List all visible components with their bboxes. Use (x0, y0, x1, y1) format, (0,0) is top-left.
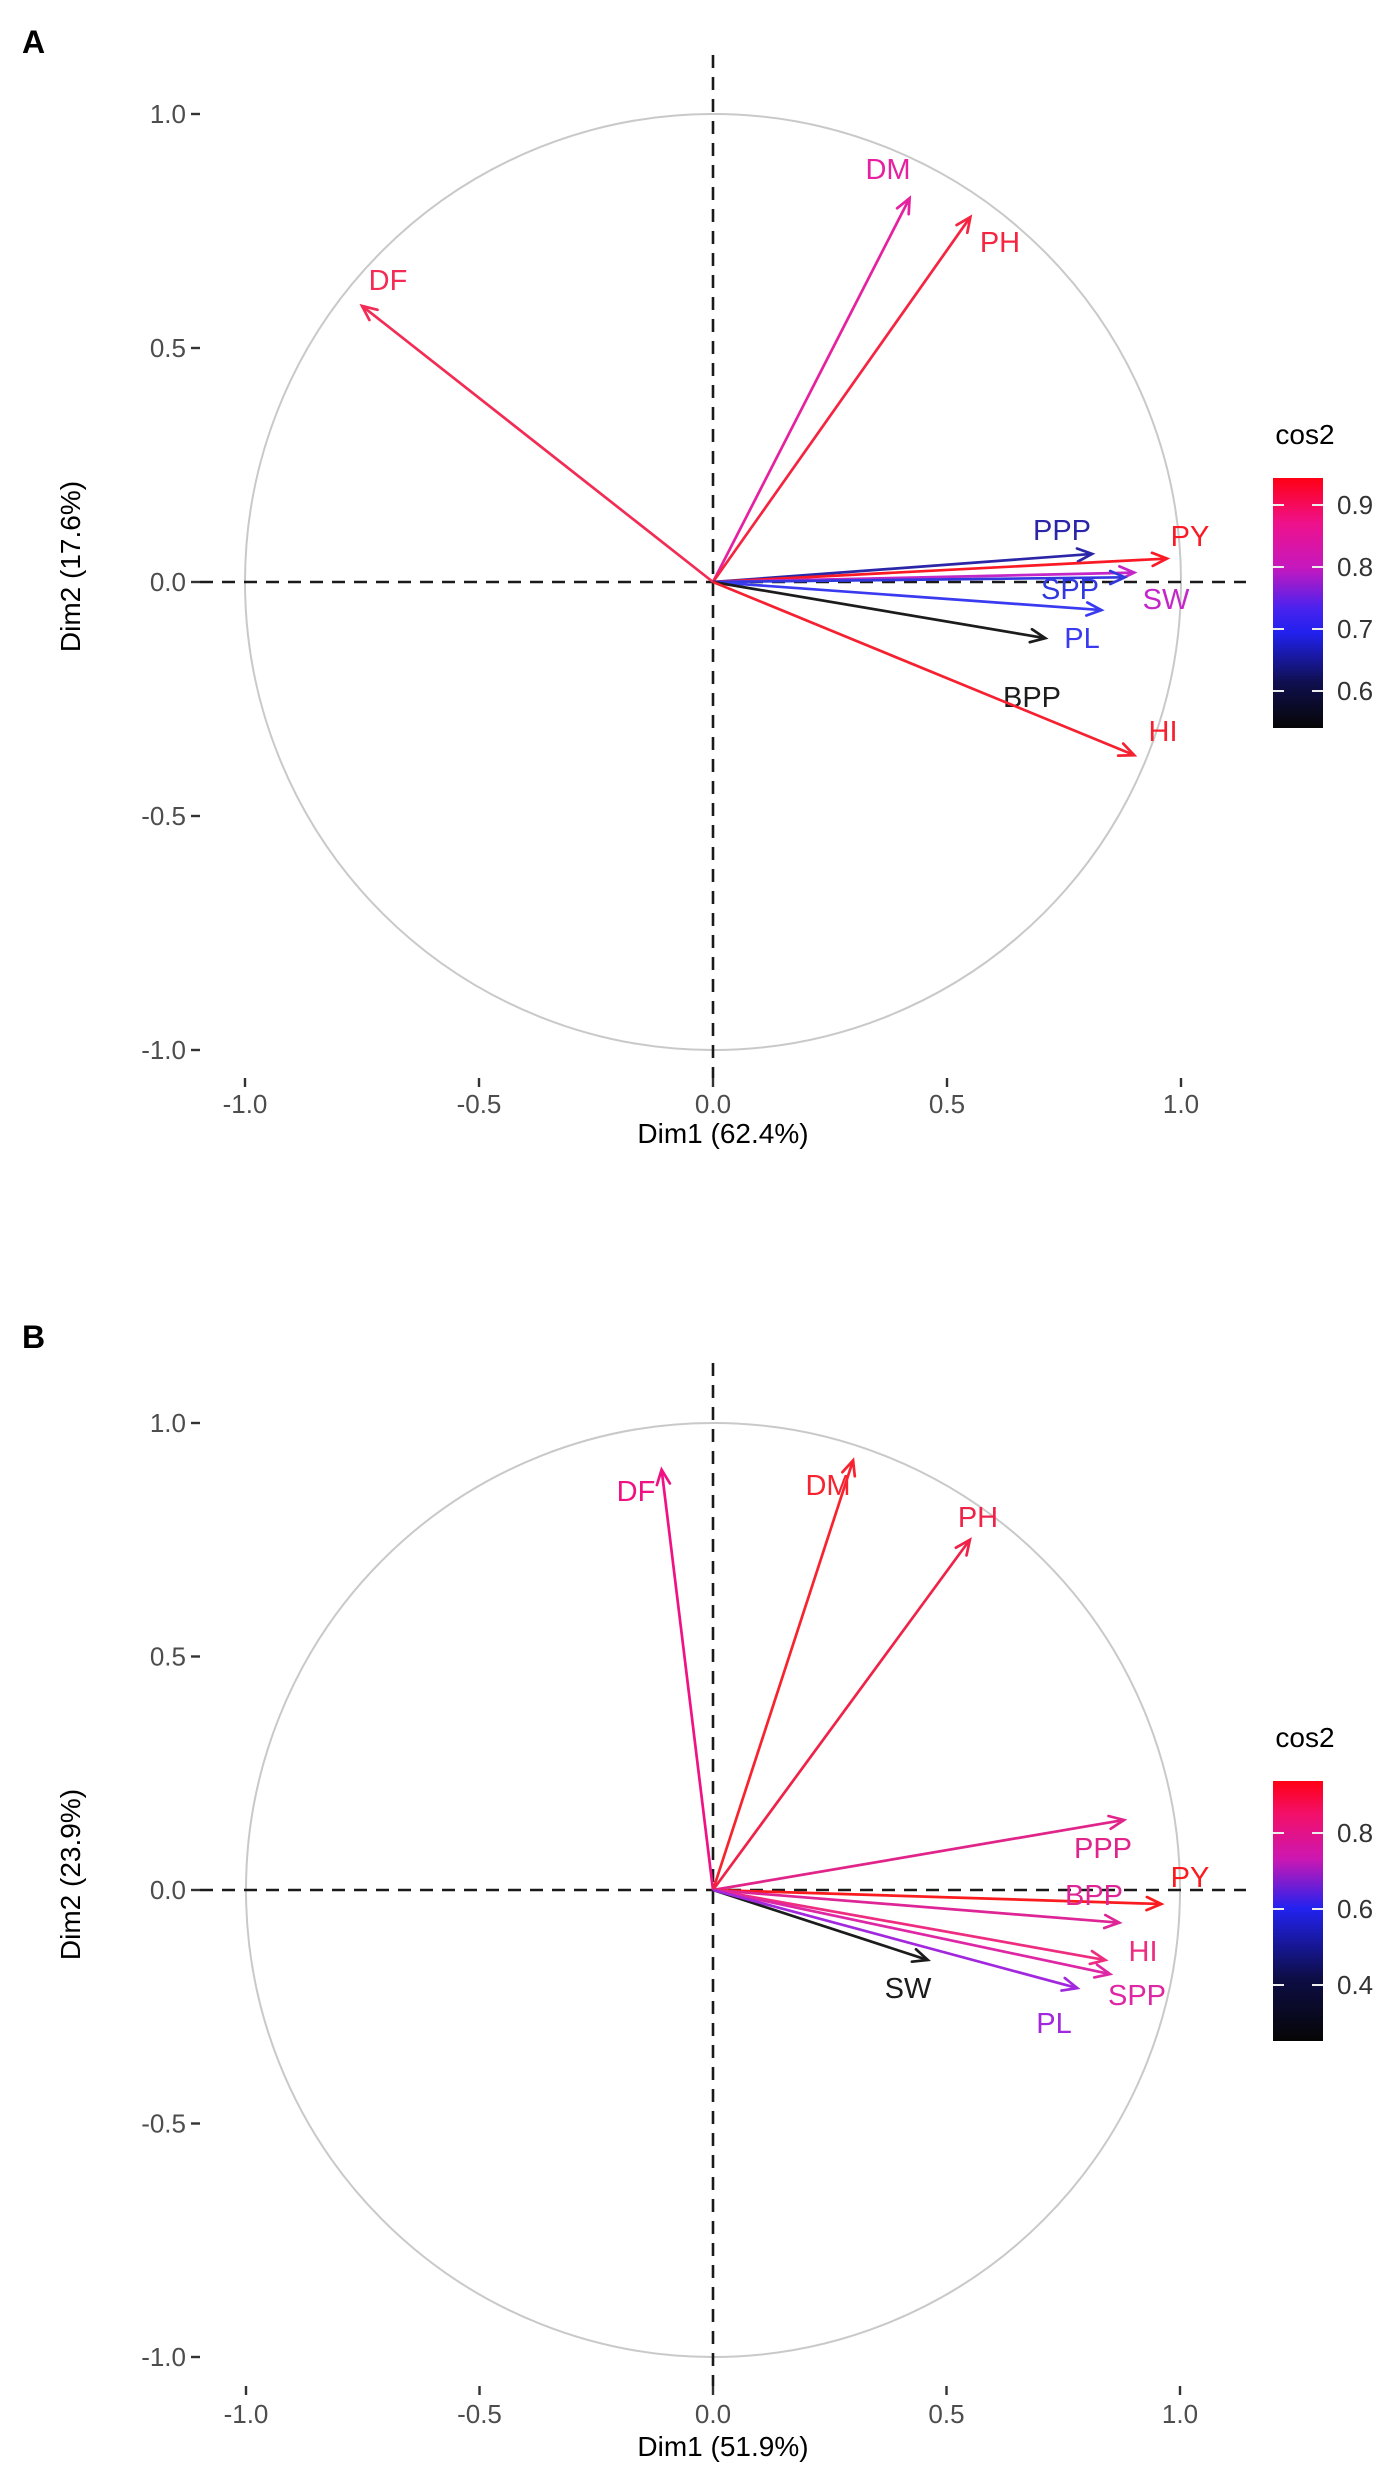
arrow-PH-B (711, 1538, 971, 1891)
panel-b-label: B (22, 1319, 46, 1355)
arrowhead-HI-B (1088, 1949, 1109, 1966)
arrow-SW-B (712, 1888, 929, 1962)
var-label-SW-B: SW (885, 1973, 932, 2005)
arrowhead-PH-B (954, 1537, 972, 1557)
var-label-HI-B: HI (1129, 1936, 1158, 1968)
legend-colorbar-B (1273, 1781, 1323, 2041)
arrow-PH-A (711, 216, 972, 583)
arrowhead-PY-A (1150, 551, 1171, 568)
x-tick-label: 0.0 (695, 1089, 731, 1119)
y-tick-label: 1.0 (150, 1408, 186, 1438)
arrowhead-PL-A (1085, 601, 1105, 617)
arrow-DF-B (660, 1469, 715, 1891)
arrow-PPP-A (712, 552, 1093, 584)
x-tick-label: 1.0 (1163, 1089, 1199, 1119)
var-label-BPP-B: BPP (1065, 1880, 1123, 1912)
var-label-DM-B: DM (805, 1470, 850, 1502)
legend-tick-label: 0.4 (1337, 1970, 1373, 2000)
x-tick-label: -1.0 (223, 1089, 268, 1119)
arrow-HI-B (712, 1888, 1106, 1962)
var-label-HI-A: HI (1149, 716, 1178, 748)
y-tick-label: -0.5 (141, 801, 186, 831)
var-label-SPP-B: SPP (1108, 1980, 1166, 2012)
arrow-BPP-A (712, 580, 1046, 640)
var-label-PY-A: PY (1171, 521, 1210, 553)
x-tick-label: -1.0 (224, 2399, 269, 2429)
arrowhead-PPP-A (1075, 547, 1096, 563)
y-tick-label: 0.5 (150, 333, 186, 363)
panel-a-label: A (22, 24, 46, 60)
legend-tick-label: 0.7 (1337, 614, 1373, 644)
arrowhead-DM-B (841, 1457, 857, 1478)
y-tick-label: 0.0 (150, 1875, 186, 1905)
legend-tick-label: 0.8 (1337, 1818, 1373, 1848)
x-tick-label: -0.5 (457, 1089, 502, 1119)
var-label-PPP-B: PPP (1074, 1833, 1132, 1865)
y-tick-label: -1.0 (141, 1035, 186, 1065)
var-label-SPP-A: SPP (1041, 574, 1099, 606)
legend-tick-label: 0.6 (1337, 676, 1373, 706)
arrow-BPP-B (712, 1888, 1120, 1925)
arrow-DM-B (711, 1459, 855, 1891)
y-tick-label: 0.5 (150, 1642, 186, 1672)
legend-title-A: cos2 (1275, 419, 1334, 450)
var-label-BPP-A: BPP (1003, 682, 1061, 714)
var-label-DM-A: DM (865, 154, 910, 186)
arrow-PY-B (712, 1888, 1162, 1906)
var-label-DF-B: DF (617, 1476, 656, 1508)
y-axis-title-B: Dim2 (23.9%) (55, 1789, 86, 1960)
y-tick-label: -1.0 (141, 2342, 186, 2372)
arrowhead-SPP-B (1092, 1963, 1114, 1979)
x-axis-title-B: Dim1 (51.9%) (637, 2431, 808, 2462)
arrow-PL-B (712, 1888, 1078, 1990)
arrowhead-DM-A (895, 195, 912, 216)
arrow-SPP-B (712, 1888, 1111, 1976)
var-label-SW-A: SW (1143, 584, 1190, 616)
arrow-SPP-A (712, 575, 1125, 584)
var-label-PL-A: PL (1064, 623, 1099, 655)
var-label-PPP-A: PPP (1033, 515, 1091, 547)
x-tick-label: -0.5 (457, 2399, 502, 2429)
var-label-DF-A: DF (369, 265, 408, 297)
x-tick-label: 0.0 (695, 2399, 731, 2429)
y-axis-title-A: Dim2 (17.6%) (55, 481, 86, 652)
y-tick-label: 0.0 (150, 567, 186, 597)
arrowhead-PH-A (955, 214, 973, 235)
arrowhead-PPP-B (1107, 1814, 1128, 1831)
y-tick-label: 1.0 (150, 99, 186, 129)
arrowhead-BPP-A (1028, 627, 1049, 644)
y-tick-label: -0.5 (141, 2109, 186, 2139)
panel-A: -1.0 -0.5 0.0 0.5 1.0 1.0 0.5 0.0 -0.5 -1.0 Dim1 (… (55, 55, 1373, 1149)
x-tick-label: 1.0 (1162, 2399, 1198, 2429)
arrowhead-DF-A (359, 303, 379, 322)
arrow-HI-A (712, 580, 1135, 757)
x-axis-title-A: Dim1 (62.4%) (637, 1118, 808, 1149)
arrowhead-DF-B (655, 1466, 672, 1487)
x-tick-label: 0.5 (929, 1089, 965, 1119)
arrowhead-SW-B (910, 1947, 931, 1964)
arrow-DF-A (361, 304, 714, 584)
legend-colorbar-A (1273, 478, 1323, 728)
var-label-PH-B: PH (958, 1502, 998, 1534)
arrowhead-SPP-A (1108, 569, 1129, 586)
legend-tick-label: 0.6 (1337, 1894, 1373, 1924)
var-label-PH-A: PH (980, 227, 1020, 259)
arrow-PPP-B (712, 1818, 1125, 1892)
var-label-PL-B: PL (1036, 2008, 1071, 2040)
var-label-PY-B: PY (1171, 1862, 1210, 1894)
legend-tick-label: 0.8 (1337, 552, 1373, 582)
arrowhead-HI-A (1116, 742, 1138, 757)
arrow-DM-A (711, 197, 911, 583)
panel-B: -1.0 -0.5 0.0 0.5 1.0 1.0 0.5 0.0 -0.5 -1.0 Dim1 (… (55, 1363, 1373, 2462)
x-tick-label: 0.5 (928, 2399, 964, 2429)
arrow-PL-A (712, 580, 1102, 612)
arrowhead-PY-B (1145, 1895, 1165, 1912)
arrowhead-BPP-B (1102, 1913, 1123, 1930)
arrowhead-PL-B (1060, 1976, 1081, 1992)
legend-title-B: cos2 (1275, 1722, 1334, 1753)
legend-tick-label: 0.9 (1337, 490, 1373, 520)
arrow-PY-A (712, 557, 1168, 584)
